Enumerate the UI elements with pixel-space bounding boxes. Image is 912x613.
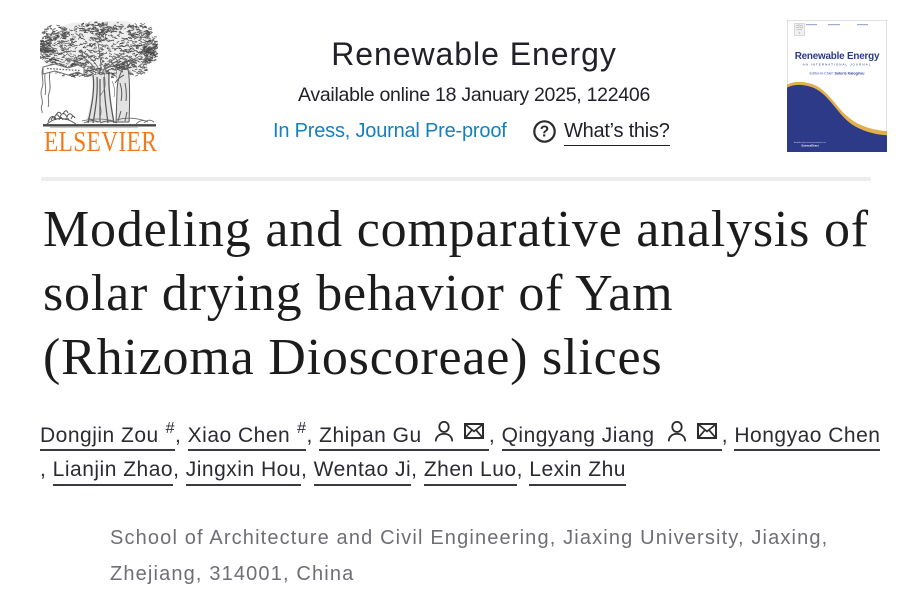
svg-text:?: ? (540, 123, 549, 140)
svg-text:Renewable Energy: Renewable Energy (795, 51, 880, 62)
svg-text:AN INTERNATIONAL JOURNAL: AN INTERNATIONAL JOURNAL (803, 63, 872, 67)
svg-text:ScienceDirect: ScienceDirect (801, 144, 818, 148)
svg-text:Available online at www.scienc: Available online at www.sciencedirect.co… (794, 141, 826, 144)
svg-text:Editor-in-Chief: Soteris Kalog: Editor-in-Chief: Soteris Kalogirou (810, 72, 865, 76)
